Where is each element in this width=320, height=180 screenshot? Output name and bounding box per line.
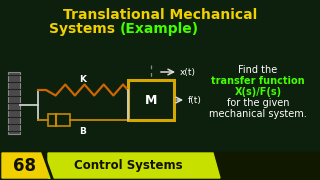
Polygon shape	[2, 153, 50, 178]
Text: (Example): (Example)	[120, 22, 199, 36]
Text: transfer function: transfer function	[211, 76, 305, 86]
Polygon shape	[48, 153, 220, 178]
Text: Translational Mechanical: Translational Mechanical	[63, 8, 257, 22]
Bar	[128, 80, 174, 120]
Text: Find the: Find the	[238, 65, 278, 75]
Text: B: B	[80, 127, 86, 136]
Text: 68: 68	[12, 157, 36, 175]
Text: mechanical system.: mechanical system.	[209, 109, 307, 119]
Text: for the given: for the given	[227, 98, 289, 108]
Text: M: M	[145, 93, 157, 107]
Bar	[8, 72, 20, 134]
Text: f(t): f(t)	[188, 96, 202, 105]
Text: X(s)/F(s): X(s)/F(s)	[235, 87, 282, 97]
Bar	[48, 114, 70, 126]
Text: K: K	[79, 75, 86, 84]
Text: Control Systems: Control Systems	[74, 159, 182, 172]
Text: Systems: Systems	[49, 22, 120, 36]
Text: x(t): x(t)	[180, 68, 196, 76]
